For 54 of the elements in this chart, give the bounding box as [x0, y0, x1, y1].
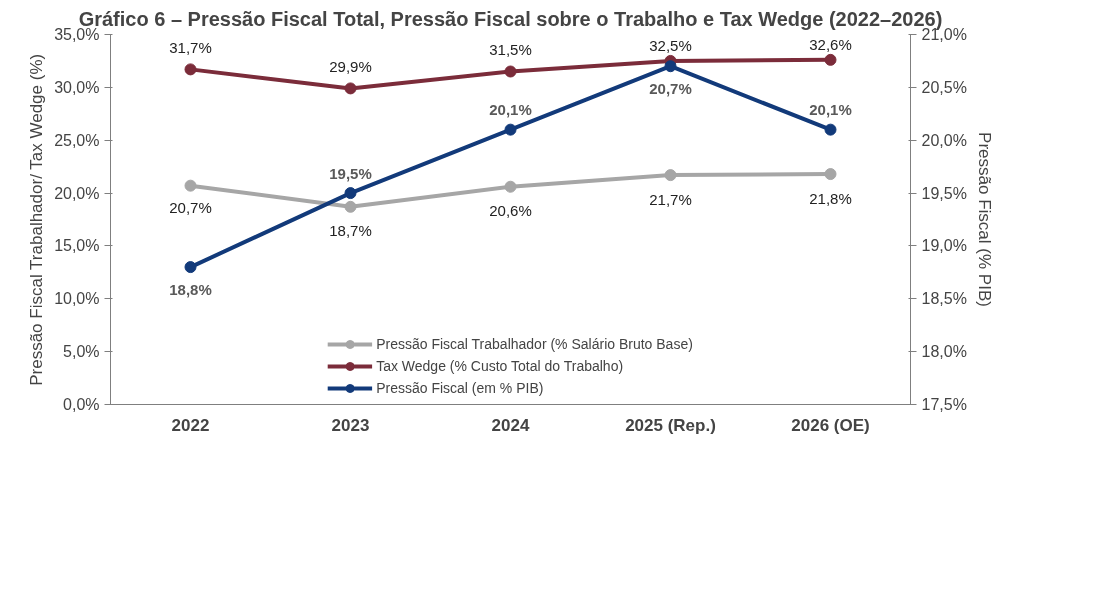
data-label: 32,5%: [649, 37, 692, 55]
point: [184, 63, 197, 76]
point: [664, 60, 677, 73]
data-label: 32,6%: [809, 36, 852, 54]
point: [344, 200, 357, 213]
data-label: 20,1%: [809, 101, 852, 119]
legend-label: Tax Wedge (% Custo Total do Trabalho): [376, 358, 624, 374]
y2-tick-label: 18,0%: [921, 343, 967, 361]
data-label: 29,9%: [329, 57, 372, 75]
y-tick-label: 5,0%: [63, 343, 100, 361]
point: [504, 65, 517, 78]
point: [184, 179, 197, 192]
data-label: 31,7%: [169, 38, 212, 56]
x-tick-label: 2025 (Rep.): [625, 415, 716, 435]
y-tick-label: 35,0%: [54, 26, 100, 43]
legend-label: Pressão Fiscal Trabalhador (% Salário Bruto Base): [376, 336, 693, 352]
data-label: 20,7%: [649, 79, 692, 97]
y2-tick-label: 18,5%: [921, 290, 967, 308]
data-label: 20,1%: [489, 101, 532, 119]
x-tick-label: 2023: [331, 415, 370, 435]
point: [824, 123, 837, 136]
point: [344, 187, 357, 200]
y2-tick-label: 19,5%: [921, 184, 967, 202]
data-label: 20,6%: [489, 202, 532, 220]
x-tick-label: 2024: [491, 415, 530, 435]
y-tick-label: 30,0%: [54, 78, 100, 96]
y2-tick-label: 19,0%: [921, 237, 967, 255]
legend-label: Pressão Fiscal (em % PIB): [376, 380, 544, 396]
point: [824, 53, 837, 66]
y-tick-label: 0,0%: [63, 396, 100, 413]
point: [184, 261, 197, 274]
point: [824, 168, 837, 181]
y2-tick-label: 20,5%: [921, 78, 967, 96]
y2-tick-label: 17,5%: [921, 396, 967, 413]
y-tick-label: 25,0%: [54, 131, 100, 149]
data-label: 18,7%: [329, 222, 372, 240]
data-label: 18,8%: [169, 280, 212, 298]
y2-tick-label: 20,0%: [921, 131, 967, 149]
y2-axis-title: Pressão Fiscal (% PIB): [974, 132, 994, 307]
point: [504, 123, 517, 136]
x-tick-label: 2026 (OE): [791, 415, 870, 435]
data-label: 21,8%: [809, 189, 852, 207]
data-label: 21,7%: [649, 190, 692, 208]
point: [664, 169, 677, 182]
point: [504, 180, 517, 193]
x-tick-label: 2022: [171, 415, 210, 435]
y-tick-label: 20,0%: [54, 184, 100, 202]
y-axis-title: Pressão Fiscal Trabalhador/ Tax Wedge (%): [27, 53, 47, 386]
point: [344, 82, 357, 95]
y-tick-label: 15,0%: [54, 237, 100, 255]
y-tick-label: 10,0%: [54, 290, 100, 308]
data-label: 31,5%: [489, 41, 532, 58]
data-label: 19,5%: [329, 164, 372, 182]
data-label: 20,7%: [169, 199, 212, 217]
